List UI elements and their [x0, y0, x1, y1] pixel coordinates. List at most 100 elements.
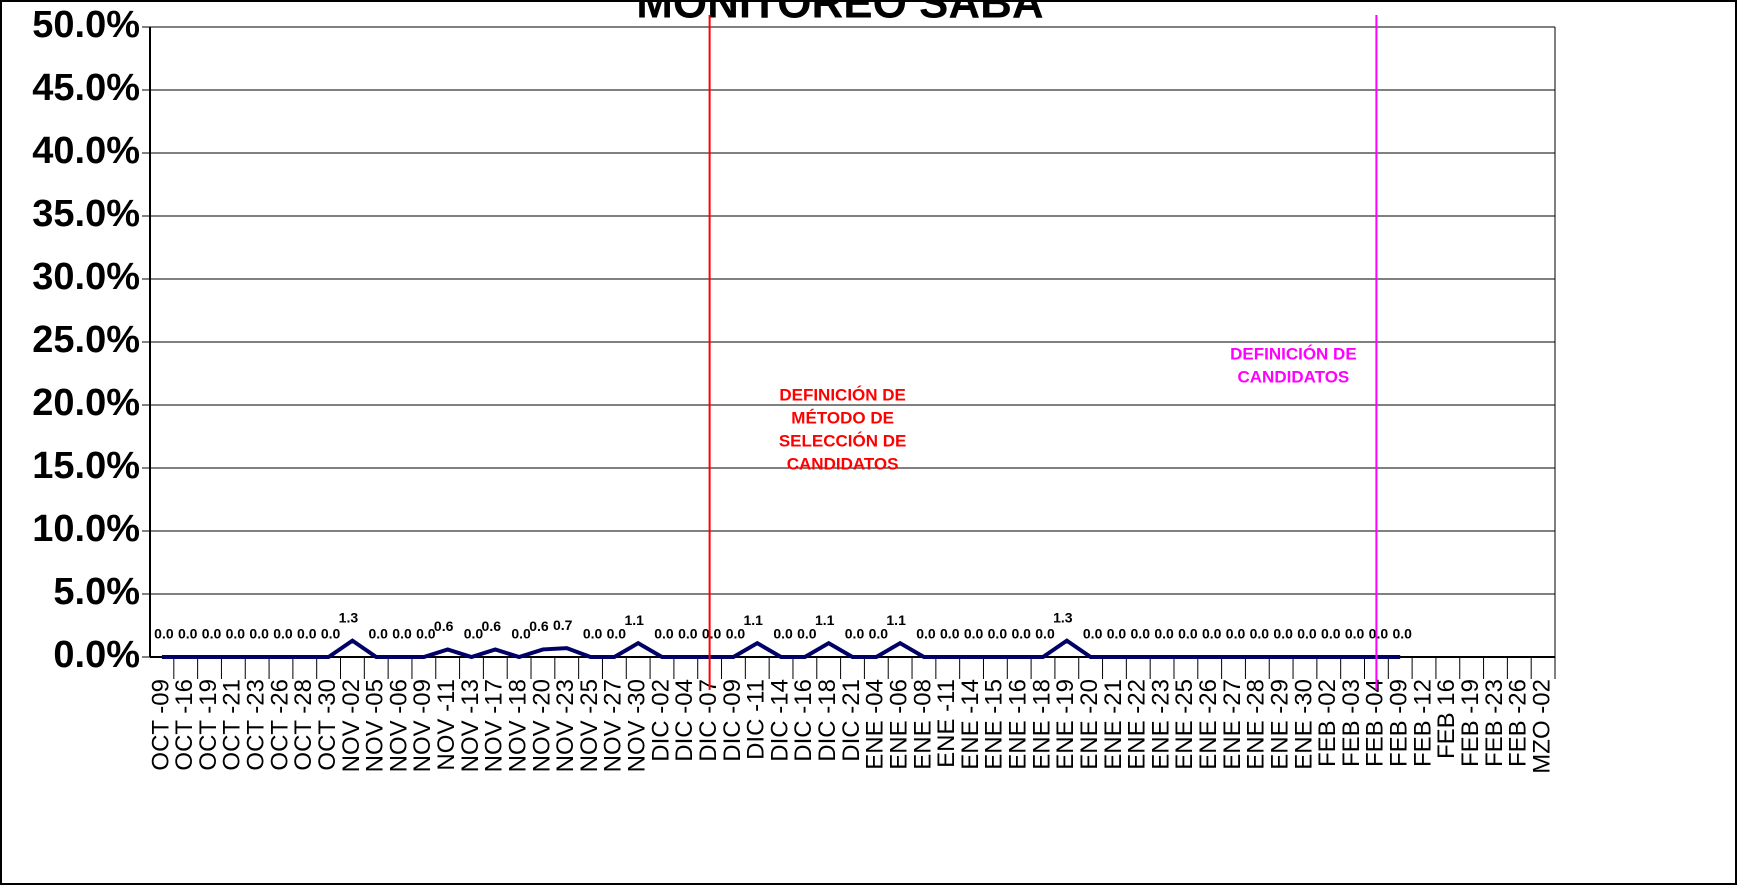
data-label: 1.1 [886, 612, 906, 628]
y-tick-label: 30.0% [32, 256, 140, 298]
data-label: 0.0 [702, 626, 722, 642]
x-tick-label: NOV -02 [338, 679, 365, 772]
data-label: 1.1 [815, 612, 835, 628]
data-label: 0.0 [1083, 626, 1103, 642]
data-label: 0.0 [988, 626, 1008, 642]
x-tick-label: OCT -21 [219, 679, 246, 771]
data-label: 0.0 [249, 626, 269, 642]
data-label: 0.0 [845, 626, 865, 642]
x-tick-label: DIC -09 [719, 679, 746, 762]
x-tick-label: ENE -06 [885, 679, 912, 770]
data-label: 1.1 [744, 612, 764, 628]
data-label: 0.0 [1202, 626, 1222, 642]
x-tick-label: NOV -05 [362, 679, 389, 772]
data-label: 0.0 [654, 626, 674, 642]
annotation: CANDIDATOS [787, 454, 899, 473]
x-tick-label: DIC -07 [695, 679, 722, 762]
data-label: 0.0 [1273, 626, 1293, 642]
y-tick-label: 0.0% [53, 634, 140, 676]
x-tick-label: DIC -11 [743, 679, 770, 760]
data-label: 0.0 [1131, 626, 1151, 642]
x-tick-label: ENE -11 [933, 679, 960, 768]
data-label: 0.0 [511, 626, 531, 642]
x-tick-label: FEB -04 [1362, 679, 1389, 767]
x-tick-label: NOV -13 [457, 679, 484, 772]
data-label: 0.0 [368, 626, 388, 642]
chart-title: MONITOREO SABA [636, 0, 1043, 28]
data-label: 0.0 [1226, 626, 1246, 642]
data-label: 0.0 [1392, 626, 1412, 642]
data-label: 0.0 [583, 626, 603, 642]
data-label: 0.0 [1297, 626, 1317, 642]
y-tick-label: 10.0% [32, 508, 140, 550]
data-label: 1.3 [339, 609, 359, 625]
x-tick-label: NOV -09 [409, 679, 436, 772]
x-tick-label: FEB -09 [1386, 679, 1413, 767]
data-label: 0.0 [1107, 626, 1127, 642]
x-tick-label: ENE -15 [981, 679, 1008, 770]
data-label: 0.0 [678, 626, 698, 642]
x-tick-label: ENE -25 [1171, 679, 1198, 770]
data-label: 0.0 [154, 626, 174, 642]
data-label: 0.0 [964, 626, 984, 642]
x-tick-label: ENE -16 [1005, 679, 1032, 770]
data-label: 0.0 [916, 626, 936, 642]
data-label: 0.0 [869, 626, 889, 642]
x-tick-label: OCT -16 [171, 679, 198, 771]
x-tick-label: ENE -28 [1243, 679, 1270, 770]
x-tick-label: DIC -14 [766, 679, 793, 762]
x-tick-label: DIC -02 [647, 679, 674, 762]
x-tick-label: FEB -23 [1481, 679, 1508, 767]
data-label: 0.0 [416, 626, 436, 642]
data-label: 0.0 [297, 626, 317, 642]
data-label: 0.0 [1178, 626, 1198, 642]
x-tick-label: OCT -28 [290, 679, 317, 771]
x-tick-label: DIC -04 [671, 679, 698, 762]
x-tick-label: DIC -21 [838, 679, 865, 762]
x-tick-label: ENE -26 [1195, 679, 1222, 770]
x-tick-label: FEB -26 [1505, 679, 1532, 767]
x-tick-label: NOV -18 [504, 679, 531, 772]
x-tick-label: NOV -11 [433, 679, 460, 771]
data-label: 0.0 [797, 626, 817, 642]
data-label: 1.3 [1053, 609, 1073, 625]
annotation: DEFINICIÓN DE [1230, 344, 1357, 363]
data-label: 0.0 [226, 626, 246, 642]
x-tick-label: NOV -30 [624, 679, 651, 772]
x-tick-label: ENE -04 [862, 679, 889, 770]
annotation: CANDIDATOS [1238, 367, 1350, 386]
x-tick-label: NOV -23 [552, 679, 579, 772]
data-label: 1.1 [624, 612, 644, 628]
x-tick-label: ENE -08 [909, 679, 936, 770]
x-tick-label: ENE -19 [1052, 679, 1079, 770]
data-label: 0.0 [1154, 626, 1174, 642]
data-label: 0.0 [726, 626, 746, 642]
y-tick-label: 15.0% [32, 445, 140, 487]
x-tick-label: NOV -06 [385, 679, 412, 772]
y-tick-label: 50.0% [32, 4, 140, 46]
data-label: 0.0 [940, 626, 960, 642]
x-tick-label: ENE -14 [957, 679, 984, 770]
data-label: 0.6 [434, 618, 454, 634]
series-line [161, 638, 1401, 660]
x-tick-label: OCT -26 [266, 679, 293, 771]
data-label: 0.0 [1369, 626, 1389, 642]
y-tick-label: 20.0% [32, 382, 140, 424]
annotation: DEFINICIÓN DE [779, 385, 906, 404]
data-label: 0.0 [464, 626, 484, 642]
data-label: 0.0 [1011, 626, 1031, 642]
data-label: 0.0 [321, 626, 341, 642]
data-label: 0.0 [273, 626, 293, 642]
y-tick-label: 45.0% [32, 67, 140, 109]
x-tick-label: NOV -27 [600, 679, 627, 772]
x-tick-label: ENE -18 [1028, 679, 1055, 770]
x-tick-label: MZO -02 [1528, 679, 1555, 774]
annotation: MÉTODO DE [791, 408, 894, 427]
x-tick-label: ENE -29 [1266, 679, 1293, 770]
data-label: 0.7 [553, 617, 573, 633]
x-tick-label: NOV -17 [481, 679, 508, 772]
x-tick-label: FEB 16 [1433, 679, 1460, 759]
x-tick-label: OCT -09 [147, 679, 174, 771]
